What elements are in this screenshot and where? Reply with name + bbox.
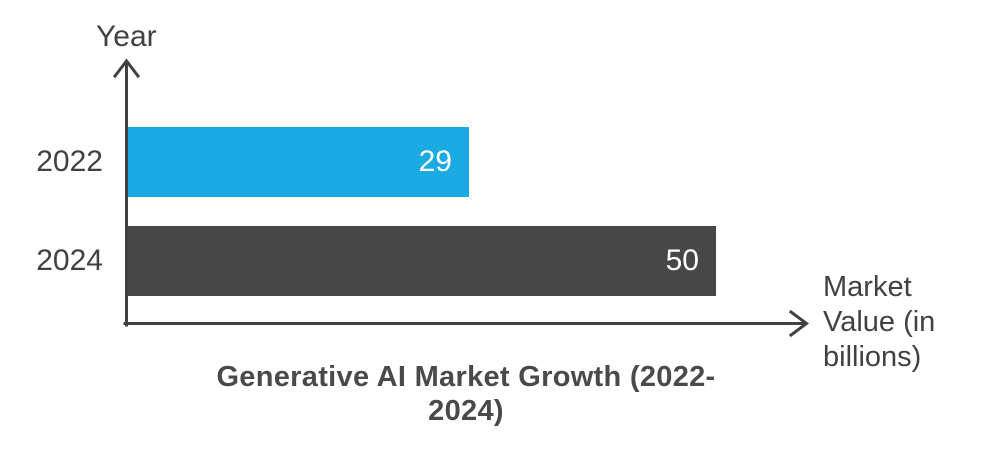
x-axis-title: Market Value (in billions)	[823, 270, 935, 375]
x-axis-title-line-2: Value (in	[823, 306, 936, 338]
x-axis-title-line-1: Market	[823, 271, 912, 303]
y-axis-arrowhead-icon	[112, 58, 141, 79]
chart-title: Generative AI Market Growth (2022- 2024)	[125, 360, 807, 428]
bar-2024: 50	[128, 226, 716, 296]
chart-title-line-2: 2024)	[428, 395, 504, 427]
x-axis-title-line-3: billions)	[823, 341, 922, 373]
tick-label-2022: 2022	[36, 145, 103, 178]
bar-value-2022: 29	[418, 145, 452, 178]
chart-title-line-1: Generative AI Market Growth (2022-	[216, 361, 716, 393]
x-axis-arrowhead-icon	[788, 309, 810, 338]
bar-value-2024: 50	[665, 244, 699, 277]
y-axis-title: Year	[96, 20, 157, 53]
bar-2022: 29	[128, 127, 469, 197]
tick-label-2024: 2024	[36, 244, 103, 277]
